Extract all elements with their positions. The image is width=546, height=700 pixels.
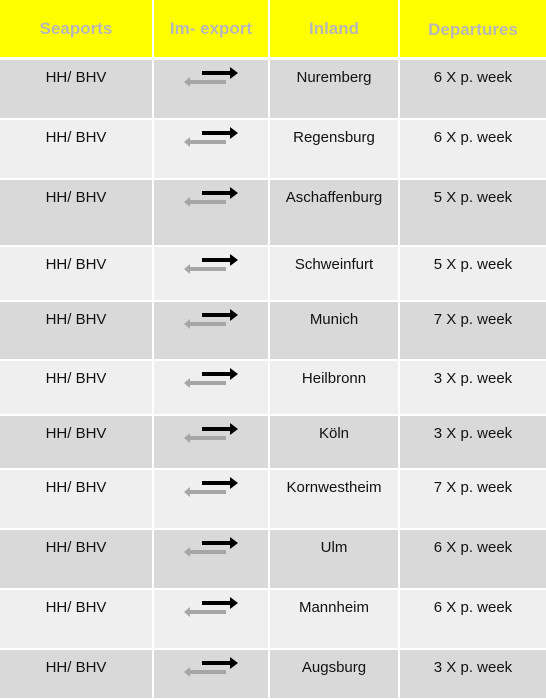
import-export-arrows-icon [184, 368, 238, 388]
departures-cell: 6 X p. week [400, 120, 546, 180]
departures-cell: 6 X p. week [400, 60, 546, 120]
import-arrow-icon [184, 77, 226, 87]
export-arrow-icon [202, 368, 238, 380]
departures-cell: 7 X p. week [400, 302, 546, 361]
import-arrow-icon [184, 137, 226, 147]
import-export-arrows-icon [184, 423, 238, 443]
im-export-cell [154, 416, 270, 470]
header-im-export: Im- export [154, 0, 270, 60]
import-export-arrows-icon [184, 537, 238, 557]
export-arrow-icon [202, 477, 238, 489]
inland-cell: Kornwestheim [270, 470, 400, 530]
import-export-arrows-icon [184, 67, 238, 87]
import-export-arrows-icon [184, 597, 238, 617]
import-arrow-icon [184, 667, 226, 677]
import-arrow-icon [184, 607, 226, 617]
import-export-arrows-icon [184, 477, 238, 497]
inland-cell: Munich [270, 302, 400, 361]
inland-cell: Köln [270, 416, 400, 470]
export-arrow-icon [202, 127, 238, 139]
seaport-cell: HH/ BHV [0, 470, 154, 530]
departures-cell: 5 X p. week [400, 247, 546, 302]
departures-cell: 6 X p. week [400, 530, 546, 590]
departures-cell: 3 X p. week [400, 361, 546, 416]
export-arrow-icon [202, 309, 238, 321]
import-export-arrows-icon [184, 254, 238, 274]
import-arrow-icon [184, 319, 226, 329]
header-seaports: Seaports [0, 0, 154, 60]
departures-cell: 3 X p. week [400, 416, 546, 470]
import-arrow-icon [184, 433, 226, 443]
inland-cell: Regensburg [270, 120, 400, 180]
inland-cell: Heilbronn [270, 361, 400, 416]
export-arrow-icon [202, 423, 238, 435]
export-arrow-icon [202, 597, 238, 609]
seaport-cell: HH/ BHV [0, 180, 154, 247]
import-export-arrows-icon [184, 309, 238, 329]
inland-cell: Aschaffenburg [270, 180, 400, 247]
seaport-cell: HH/ BHV [0, 361, 154, 416]
inland-cell: Ulm [270, 530, 400, 590]
departures-cell: 5 X p. week [400, 180, 546, 247]
export-arrow-icon [202, 657, 238, 669]
im-export-cell [154, 180, 270, 247]
im-export-cell [154, 650, 270, 700]
inland-cell: Augsburg [270, 650, 400, 700]
import-arrow-icon [184, 547, 226, 557]
export-arrow-icon [202, 537, 238, 549]
departures-cell: 6 X p. week [400, 590, 546, 650]
departures-cell: 3 X p. week [400, 650, 546, 700]
import-export-arrows-icon [184, 657, 238, 677]
seaport-cell: HH/ BHV [0, 650, 154, 700]
im-export-cell [154, 247, 270, 302]
inland-cell: Schweinfurt [270, 247, 400, 302]
seaport-cell: HH/ BHV [0, 60, 154, 120]
seaport-cell: HH/ BHV [0, 590, 154, 650]
im-export-cell [154, 470, 270, 530]
departures-cell: 7 X p. week [400, 470, 546, 530]
header-departures: Departures [400, 0, 546, 60]
im-export-cell [154, 361, 270, 416]
import-export-arrows-icon [184, 187, 238, 207]
import-export-arrows-icon [184, 127, 238, 147]
import-arrow-icon [184, 264, 226, 274]
im-export-cell [154, 120, 270, 180]
seaport-cell: HH/ BHV [0, 302, 154, 361]
im-export-cell [154, 590, 270, 650]
seaport-cell: HH/ BHV [0, 416, 154, 470]
export-arrow-icon [202, 187, 238, 199]
seaport-cell: HH/ BHV [0, 530, 154, 590]
header-inland: Inland [270, 0, 400, 60]
import-arrow-icon [184, 487, 226, 497]
seaport-cell: HH/ BHV [0, 120, 154, 180]
export-arrow-icon [202, 67, 238, 79]
export-arrow-icon [202, 254, 238, 266]
import-arrow-icon [184, 378, 226, 388]
import-arrow-icon [184, 197, 226, 207]
im-export-cell [154, 60, 270, 120]
im-export-cell [154, 530, 270, 590]
inland-cell: Mannheim [270, 590, 400, 650]
im-export-cell [154, 302, 270, 361]
inland-cell: Nuremberg [270, 60, 400, 120]
seaport-cell: HH/ BHV [0, 247, 154, 302]
